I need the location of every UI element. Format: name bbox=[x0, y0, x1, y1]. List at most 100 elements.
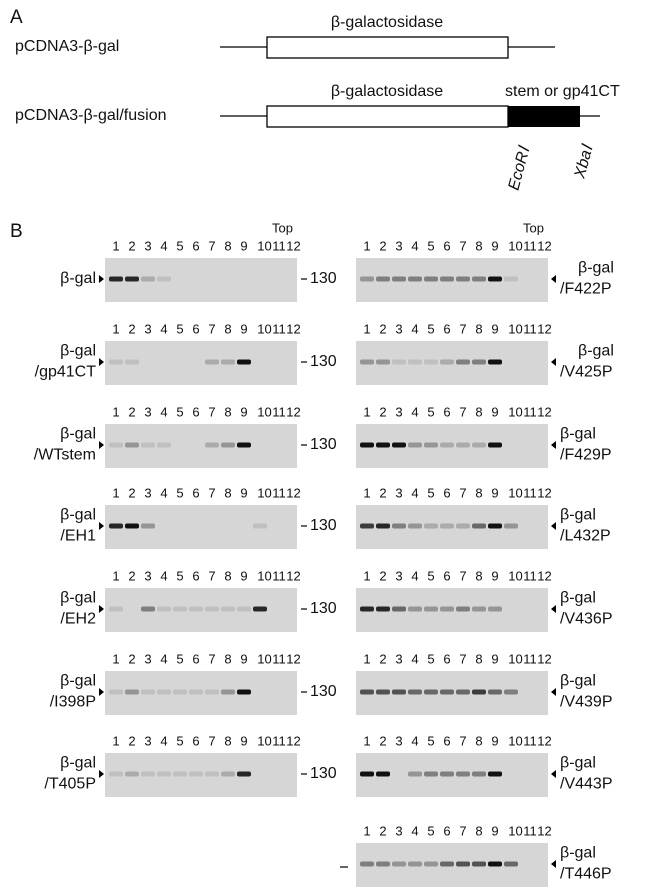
lane-number: 6 bbox=[192, 485, 199, 500]
lane-number: 7 bbox=[459, 651, 466, 666]
lane-number: 11 bbox=[272, 651, 286, 666]
band bbox=[360, 690, 374, 695]
lane-number: 10 bbox=[508, 485, 522, 500]
lane-number: 8 bbox=[224, 733, 231, 748]
band bbox=[141, 607, 155, 612]
band bbox=[440, 772, 454, 777]
arrowhead bbox=[551, 770, 556, 778]
lane-number: 2 bbox=[379, 238, 386, 253]
blot-label: /T446P bbox=[560, 866, 612, 883]
lane-number: 5 bbox=[427, 485, 434, 500]
band bbox=[456, 690, 470, 695]
band bbox=[488, 360, 502, 365]
band bbox=[472, 607, 486, 612]
lane-number: 2 bbox=[128, 321, 135, 336]
band bbox=[109, 690, 123, 695]
marker-label: 130 bbox=[310, 517, 337, 534]
blot-label: /gp41CT bbox=[35, 364, 97, 381]
panel-label: A bbox=[10, 7, 23, 28]
band bbox=[125, 360, 139, 365]
lane-number: 12 bbox=[286, 651, 300, 666]
band bbox=[109, 277, 123, 282]
lane-number: 9 bbox=[491, 321, 498, 336]
band bbox=[205, 690, 219, 695]
lane-number: 3 bbox=[144, 733, 151, 748]
construct-name: pCDNA3-β-gal bbox=[15, 38, 119, 55]
band bbox=[424, 360, 438, 365]
band bbox=[456, 862, 470, 867]
blot-label: β-gal bbox=[60, 426, 96, 443]
lane-number: 1 bbox=[112, 404, 119, 419]
arrowhead bbox=[551, 358, 556, 366]
band bbox=[173, 690, 187, 695]
lane-number: 9 bbox=[240, 733, 247, 748]
blot-label: /EH2 bbox=[60, 611, 96, 628]
lane-number: 11 bbox=[272, 404, 286, 419]
blot-label: /I398P bbox=[50, 694, 96, 711]
band bbox=[157, 772, 171, 777]
band bbox=[157, 443, 171, 448]
lane-number: 12 bbox=[537, 485, 551, 500]
lane-number: 7 bbox=[459, 823, 466, 838]
lane-number: 11 bbox=[523, 733, 537, 748]
lane-number: 10 bbox=[257, 485, 271, 500]
panel-label: B bbox=[10, 221, 23, 242]
lane-number: 9 bbox=[240, 485, 247, 500]
lane-number: 6 bbox=[443, 485, 450, 500]
lane-number: 10 bbox=[508, 733, 522, 748]
arrowhead bbox=[99, 605, 104, 613]
band bbox=[392, 862, 406, 867]
band bbox=[472, 772, 486, 777]
lane-number: 11 bbox=[272, 238, 286, 253]
arrowhead bbox=[551, 275, 556, 283]
lane-number: 8 bbox=[475, 404, 482, 419]
lane-number: 9 bbox=[240, 404, 247, 419]
arrowhead bbox=[551, 688, 556, 696]
band bbox=[109, 524, 123, 529]
lane-number: 4 bbox=[160, 733, 167, 748]
lane-number: 11 bbox=[523, 238, 537, 253]
lane-number: 12 bbox=[286, 321, 300, 336]
lane-number: 5 bbox=[176, 733, 183, 748]
band bbox=[125, 772, 139, 777]
band bbox=[205, 607, 219, 612]
lane-number: 2 bbox=[379, 404, 386, 419]
band bbox=[472, 277, 486, 282]
lane-number: 3 bbox=[395, 823, 402, 838]
lane-number: 9 bbox=[240, 651, 247, 666]
lane-number: 10 bbox=[508, 823, 522, 838]
lane-number: 5 bbox=[176, 238, 183, 253]
band bbox=[221, 690, 235, 695]
figure: A pCDNA3-β-gal β-galactosidase pCDNA3-β-… bbox=[0, 0, 653, 895]
lane-number: 7 bbox=[208, 733, 215, 748]
band bbox=[237, 443, 251, 448]
lane-number: 4 bbox=[411, 733, 418, 748]
band bbox=[141, 690, 155, 695]
lane-number: 6 bbox=[443, 238, 450, 253]
lane-number: 6 bbox=[443, 823, 450, 838]
marker-label: 130 bbox=[310, 436, 337, 453]
lane-number: 6 bbox=[443, 568, 450, 583]
arrowhead bbox=[551, 605, 556, 613]
lane-number: 5 bbox=[427, 733, 434, 748]
lane-number: 7 bbox=[459, 485, 466, 500]
lane-number: 8 bbox=[475, 823, 482, 838]
lane-number: 1 bbox=[363, 485, 370, 500]
lane-number: 12 bbox=[537, 823, 551, 838]
lane-number: 11 bbox=[272, 321, 286, 336]
lane-number: 9 bbox=[491, 733, 498, 748]
lane-number: 12 bbox=[537, 733, 551, 748]
lane-number: 3 bbox=[144, 321, 151, 336]
band bbox=[424, 524, 438, 529]
lane-number: 1 bbox=[112, 321, 119, 336]
lane-number: 3 bbox=[395, 568, 402, 583]
lane-number: 7 bbox=[208, 568, 215, 583]
band bbox=[237, 607, 251, 612]
blot-label: /T405P bbox=[44, 776, 96, 793]
arrowhead bbox=[99, 522, 104, 530]
lane-number: 9 bbox=[491, 568, 498, 583]
lane-number: 1 bbox=[363, 568, 370, 583]
band bbox=[157, 690, 171, 695]
band bbox=[456, 772, 470, 777]
band bbox=[141, 277, 155, 282]
